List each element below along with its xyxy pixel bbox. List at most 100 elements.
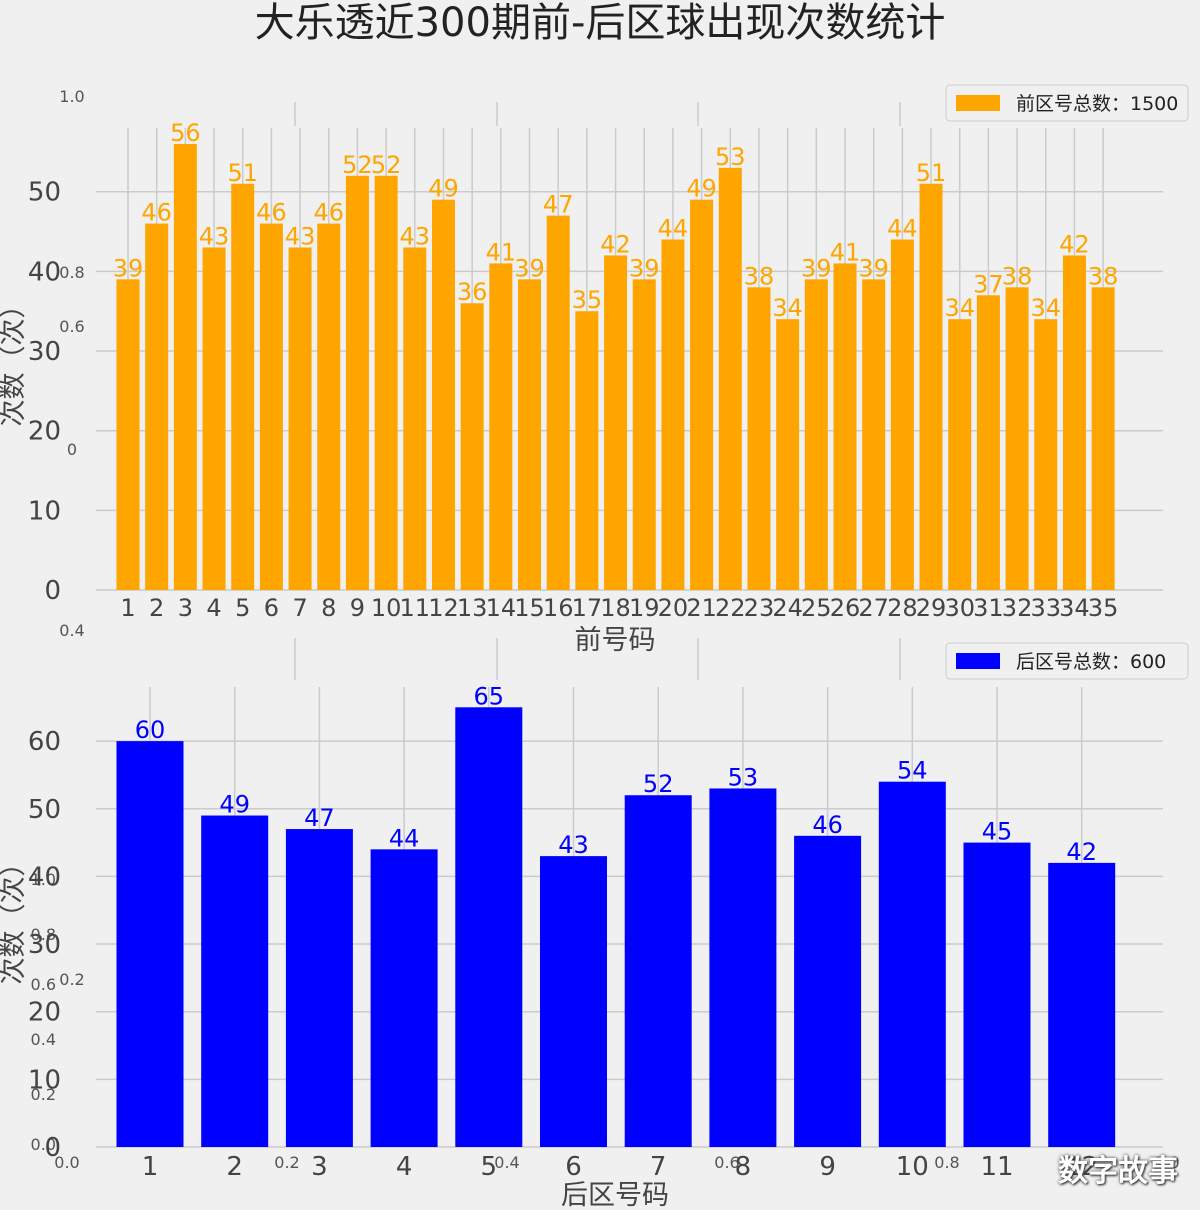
bar [624,795,692,1147]
ghost-x-tick: 0.8 [934,1153,959,1172]
bar-value-label: 53 [728,763,759,791]
bar-value-label: 52 [643,770,674,798]
x-axis-label: 前号码 [575,625,656,656]
x-tick-label: 10 [371,594,402,622]
x-tick-label: 4 [206,594,221,622]
bar [575,311,599,590]
bar [948,319,972,590]
bar [201,815,269,1147]
bar-value-label: 52 [371,151,402,179]
bar [455,707,523,1147]
x-tick-label: 18 [600,594,631,622]
bar [976,295,1000,590]
x-tick-label: 8 [321,594,336,622]
y-tick-label: 50 [28,178,61,208]
bar [345,175,369,591]
bar-value-label: 34 [1030,294,1061,322]
y-tick-label: 30 [28,930,61,960]
ghost-y-tick: 0.0 [31,1135,56,1154]
bar-value-label: 43 [558,831,589,859]
ghost-x-tick: 0.2 [274,1153,299,1172]
y-tick-label: 50 [28,795,61,825]
legend-box [945,84,1189,122]
bar [878,781,946,1147]
x-tick-label: 24 [772,594,803,622]
x-tick-label: 31 [973,594,1004,622]
x-tick-label: 5 [235,594,250,622]
ghost-subplot-tick: 0.6 [59,317,84,336]
y-tick-label: 10 [28,496,61,526]
x-tick-label: 9 [350,594,365,622]
bar [540,856,607,1147]
bar [747,287,771,590]
bar [116,741,184,1147]
bar [259,223,283,590]
x-tick-label: 4 [396,1152,413,1182]
x-tick-label: 32 [1002,594,1033,622]
x-tick-label: 12 [1065,1152,1098,1182]
bar-value-label: 39 [629,254,660,282]
bar-value-label: 45 [982,818,1013,846]
bar [431,199,455,591]
ghost-x-tick: 1.0 [1154,1153,1179,1172]
x-tick-label: 20 [658,594,689,622]
y-tick-label: 20 [28,417,61,447]
x-tick-label: 35 [1088,594,1119,622]
bar-value-label: 46 [256,199,287,227]
ghost-subplot-tick: 0.4 [59,621,84,640]
bar [661,239,685,590]
bar [1062,255,1086,590]
bar [489,263,513,590]
bar-value-label: 49 [686,175,717,203]
bar [145,223,169,590]
bar-value-label: 39 [858,254,889,282]
bar-value-label: 43 [199,222,230,250]
bar [804,279,828,590]
x-tick-label: 27 [858,594,889,622]
bar-value-label: 51 [227,159,258,187]
bar [116,279,140,590]
x-tick-label: 26 [830,594,861,622]
bar-value-label: 34 [772,294,803,322]
bar-value-label: 39 [514,254,545,282]
ghost-subplot-tick: 1.0 [59,87,84,106]
bar-value-label: 49 [219,791,250,819]
bar-value-label: 39 [113,254,144,282]
bar [1048,862,1116,1147]
bar [546,215,570,590]
x-tick-label: 19 [629,594,660,622]
bar-value-label: 46 [313,199,344,227]
bar [403,247,427,590]
bar-value-label: 42 [1059,230,1090,258]
x-tick-label: 21 [686,594,717,622]
bar-value-label: 43 [400,222,431,250]
ghost-y-tick: 0.8 [31,925,56,944]
bar [709,788,777,1147]
bar-value-label: 44 [389,824,420,852]
bar [1091,287,1115,590]
x-tick-label: 7 [650,1152,667,1182]
x-tick-label: 3 [178,594,193,622]
ghost-x-tick: 0.4 [494,1153,519,1172]
bar [370,849,438,1147]
y-tick-label: 20 [28,998,61,1028]
bar-value-label: 42 [600,230,631,258]
x-axis-label: 后区号码 [561,1180,669,1210]
bar [862,279,886,590]
y-tick-label: 0 [44,1133,61,1163]
bar-value-label: 44 [887,215,918,243]
bar [794,835,862,1147]
bar [632,279,656,590]
bar-value-label: 46 [812,811,843,839]
x-tick-label: 34 [1059,594,1090,622]
x-tick-label: 22 [715,594,746,622]
bar [963,842,1031,1147]
bar [604,255,628,590]
x-tick-label: 1 [120,594,135,622]
chart-title: 大乐透近300期前-后区球出现次数统计 [254,0,946,46]
x-tick-label: 25 [801,594,832,622]
ghost-y-tick: 0.6 [31,975,56,994]
bar [718,167,742,591]
x-tick-label: 6 [264,594,279,622]
bar-value-label: 56 [170,119,201,147]
